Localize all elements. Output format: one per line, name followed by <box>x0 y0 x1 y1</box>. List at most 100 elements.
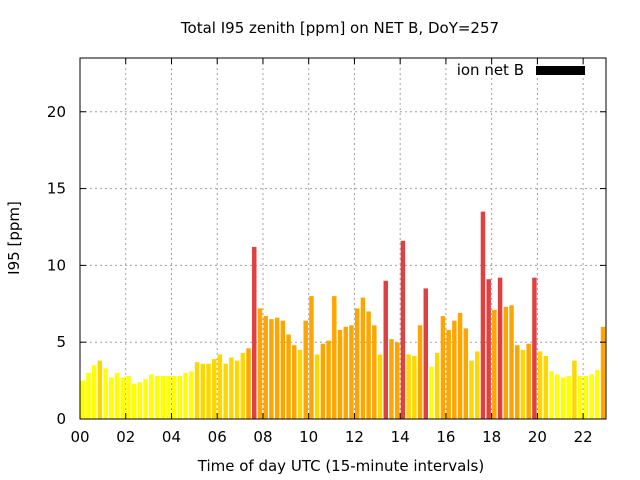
bar <box>349 325 354 419</box>
y-tick-label: 10 <box>47 256 66 274</box>
bar <box>143 379 148 419</box>
bar <box>566 375 571 419</box>
bar <box>469 360 474 419</box>
bar <box>434 352 440 419</box>
bar <box>297 349 303 419</box>
bar <box>372 325 377 419</box>
bar <box>149 374 154 419</box>
y-axis-ticks: 0 5 10 15 20 <box>47 103 606 428</box>
bar <box>423 288 429 419</box>
y-tick-label: 0 <box>56 410 66 428</box>
bar <box>560 377 566 419</box>
bars <box>80 211 606 419</box>
bar <box>80 380 85 419</box>
grid <box>80 58 606 419</box>
bar <box>377 354 383 419</box>
bar <box>269 319 274 419</box>
bar <box>337 329 343 419</box>
bar <box>166 375 171 419</box>
bar <box>463 328 469 419</box>
bar <box>509 305 514 419</box>
bar <box>332 296 337 419</box>
legend-swatch <box>536 66 585 75</box>
x-tick-label: 14 <box>391 428 410 446</box>
bar <box>595 369 600 419</box>
bar <box>246 348 251 419</box>
x-axis-label: Time of day UTC (15-minute intervals) <box>197 457 484 475</box>
bar <box>503 306 509 419</box>
bar <box>171 375 177 419</box>
bar <box>480 211 486 419</box>
bar <box>126 375 131 419</box>
bar <box>320 343 326 419</box>
y-axis-label: I95 [ppm] <box>5 201 23 275</box>
x-axis-ticks: 00 02 04 06 08 10 12 14 16 18 20 22 <box>70 58 593 446</box>
bar <box>97 360 103 419</box>
bar <box>200 363 206 419</box>
bar <box>583 375 589 419</box>
bar <box>326 340 331 419</box>
bar <box>406 354 411 419</box>
y-tick-label: 5 <box>56 333 66 351</box>
y-tick-label: 15 <box>47 180 66 198</box>
bar <box>520 349 526 419</box>
bar <box>532 277 537 419</box>
bar <box>280 320 286 419</box>
x-tick-label: 22 <box>574 428 593 446</box>
bar <box>229 357 234 419</box>
bar <box>457 313 463 419</box>
x-tick-label: 00 <box>70 428 89 446</box>
x-tick-label: 20 <box>528 428 547 446</box>
plot-frame <box>79 57 607 420</box>
bar <box>91 365 97 419</box>
bar <box>555 374 560 419</box>
bar <box>577 375 583 419</box>
bar <box>286 334 291 419</box>
bar <box>343 326 348 419</box>
bar <box>526 343 531 419</box>
bar <box>515 345 520 419</box>
legend-label: ion net B <box>457 61 524 79</box>
legend: ion net B <box>457 61 585 79</box>
bar <box>400 240 406 419</box>
x-tick-label: 10 <box>299 428 318 446</box>
bar <box>600 326 606 419</box>
bar <box>217 354 223 419</box>
chart-title: Total I95 zenith [ppm] on NET B, DoY=257 <box>180 19 499 37</box>
x-tick-label: 16 <box>436 428 455 446</box>
bar <box>429 366 434 419</box>
bar <box>412 356 417 419</box>
bar <box>394 342 400 419</box>
bar <box>543 356 549 419</box>
bar <box>354 308 360 419</box>
x-tick-label: 04 <box>162 428 181 446</box>
bar <box>274 317 280 419</box>
bar <box>572 360 577 419</box>
bar <box>486 279 491 419</box>
bar <box>589 374 594 419</box>
bar <box>114 372 120 419</box>
plot-border <box>79 57 607 420</box>
bar <box>257 308 263 419</box>
bar <box>120 377 125 419</box>
bar <box>206 363 211 419</box>
y-tick-label: 20 <box>47 103 66 121</box>
bar <box>309 296 314 419</box>
x-tick-label: 06 <box>208 428 227 446</box>
bar <box>497 277 503 419</box>
x-tick-label: 18 <box>482 428 501 446</box>
bar <box>160 375 166 419</box>
x-tick-label: 12 <box>345 428 364 446</box>
x-tick-label: 08 <box>253 428 272 446</box>
bar <box>383 280 388 419</box>
bar <box>452 320 457 419</box>
bar <box>234 360 240 419</box>
bar <box>183 372 188 419</box>
bar <box>360 297 366 419</box>
bar <box>492 309 497 419</box>
bar <box>303 320 308 419</box>
bar <box>137 382 143 419</box>
bar <box>537 351 543 419</box>
bar <box>366 311 371 419</box>
